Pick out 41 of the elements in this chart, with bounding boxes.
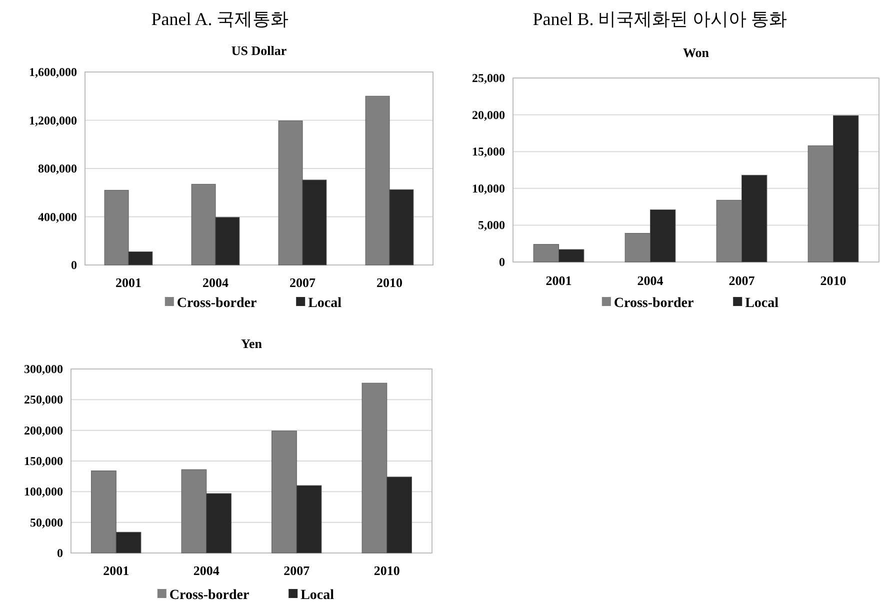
chart-subtitle: Panel A. 국제통화: [151, 9, 289, 29]
x-tick-label: 2004: [202, 275, 229, 290]
y-tick-label: 20,000: [472, 108, 505, 122]
y-tick-label: 1,200,000: [29, 113, 77, 128]
legend-label: Cross-border: [614, 296, 694, 311]
x-tick-label: 2007: [728, 273, 756, 288]
x-tick-label: 2001: [546, 273, 572, 288]
x-tick-label: 2001: [103, 563, 130, 578]
legend-label: Cross-border: [176, 296, 257, 311]
x-tick-label: 2007: [284, 563, 310, 578]
chart-title: US Dollar: [231, 43, 287, 58]
x-tick-label: 2010: [820, 273, 846, 288]
y-tick-label: 250,000: [24, 392, 63, 407]
y-tick-label: 400,000: [38, 210, 77, 224]
chart-title: Won: [682, 45, 710, 60]
y-tick-label: 300,000: [24, 362, 63, 376]
x-tick-label: 2004: [193, 563, 220, 578]
y-tick-label: 25,000: [472, 71, 505, 85]
y-tick-label: 0: [499, 255, 505, 269]
y-tick-label: 50,000: [30, 515, 63, 530]
legend-label: Local: [300, 588, 334, 603]
y-tick-label: 200,000: [24, 423, 63, 438]
legend-label: Local: [745, 296, 779, 311]
legend-label: Local: [308, 296, 342, 311]
x-tick-label: 2004: [637, 273, 664, 288]
x-tick-label: 2010: [376, 275, 402, 290]
y-tick-label: 1,600,000: [29, 65, 77, 79]
y-tick-label: 150,000: [24, 454, 63, 468]
legend-label: Cross-border: [169, 588, 250, 603]
y-tick-label: 15,000: [472, 144, 505, 159]
chart-subtitle: Panel B. 비국제화된 아시아 통화: [532, 9, 788, 29]
y-tick-label: 800,000: [38, 162, 77, 176]
y-tick-label: 0: [71, 258, 77, 272]
x-tick-label: 2001: [116, 275, 142, 290]
chart-title: Yen: [241, 336, 263, 351]
y-tick-label: 10,000: [472, 181, 505, 196]
x-tick-label: 2010: [374, 563, 400, 578]
y-tick-label: 0: [57, 546, 63, 560]
x-tick-label: 2007: [290, 275, 316, 290]
y-tick-label: 100,000: [24, 484, 63, 499]
y-tick-label: 5,000: [478, 218, 505, 232]
